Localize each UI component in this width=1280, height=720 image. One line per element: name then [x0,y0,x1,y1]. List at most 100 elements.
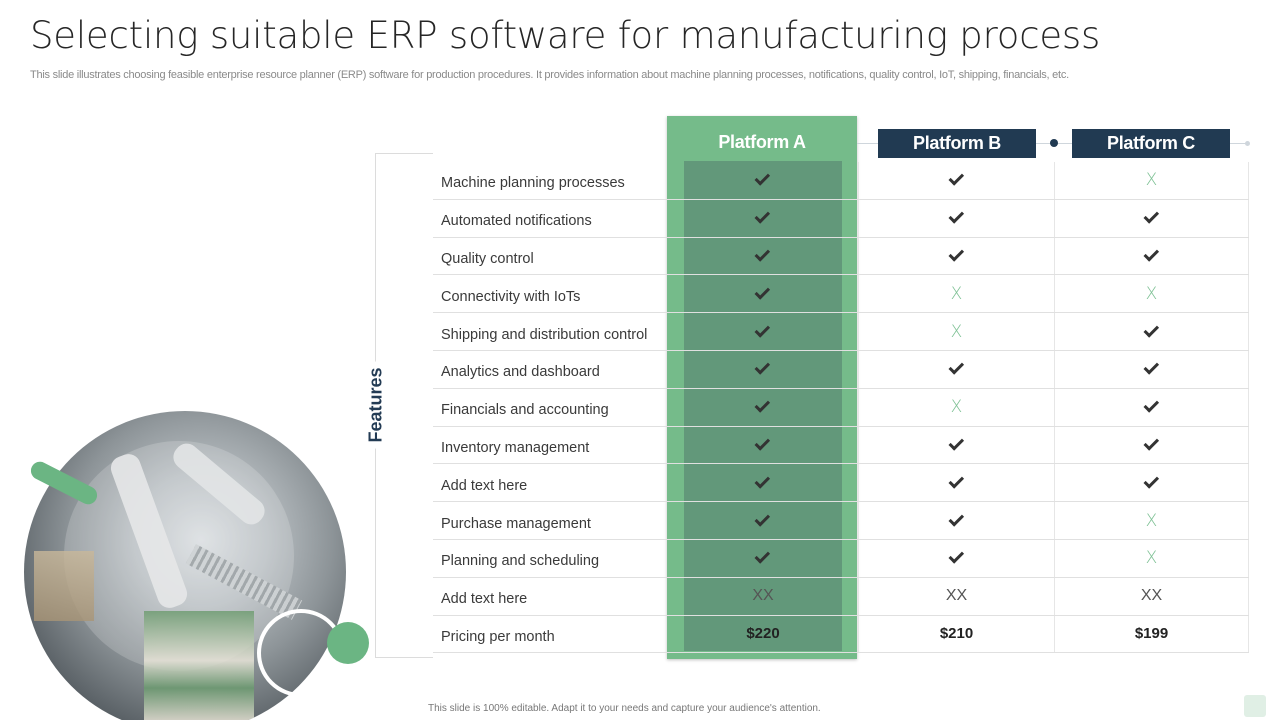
photo-product-boxes [144,611,254,720]
platform-b-cell [858,464,1054,502]
check-icon [754,321,771,338]
cross-icon: X [1145,548,1158,569]
check-icon [754,283,771,300]
check-icon [1143,397,1159,413]
platform-b-cell [858,350,1054,388]
platform-a-header: Platform A [718,132,806,152]
platform-a-cell [668,540,858,577]
factory-robot-photo [24,411,346,720]
feature-label: Shipping and distribution control [441,326,648,343]
cross-icon: X [1145,510,1158,531]
feature-label: Add text here [441,591,528,608]
placeholder-value: XX [945,587,968,605]
table-row: Connectivity with IoTs X X [433,275,1249,314]
table-row: Planning and scheduling X [433,539,1249,578]
feature-label: Financials and accounting [441,402,609,419]
platform-a-cell [668,351,858,388]
check-icon [754,359,771,376]
platform-c-cell: XX [1054,577,1249,615]
platform-a-cell [668,238,858,275]
check-icon [948,359,964,376]
check-icon [1143,435,1159,451]
price-value: $220 [746,625,780,643]
feature-label: Planning and scheduling [441,553,600,570]
platform-a-cell [668,464,858,501]
check-icon [1143,472,1159,489]
table-row: Pricing per month $220 $210 $199 [433,615,1249,654]
platform-b-cell [858,502,1054,539]
check-icon [948,548,964,565]
check-icon [1143,246,1159,262]
header-connector-dot [1050,139,1058,147]
feature-label: Quality control [441,250,534,267]
feature-label: Automated notifications [441,213,592,230]
platform-a-cell [668,502,858,539]
platform-a-cell [668,427,858,464]
decorative-green-dot [327,622,369,664]
slide-subtitle: This slide illustrates choosing feasible… [30,69,1069,81]
table-row: Quality control [433,237,1249,276]
check-icon [1143,321,1159,338]
check-icon [754,397,771,413]
table-row: Add text here XX XX XX [433,577,1249,616]
platform-a-cell [668,275,858,312]
feature-label: Inventory management [441,439,590,456]
platform-c-cell [1054,350,1249,388]
platform-b-cell [858,539,1054,577]
header-connector-dot [1245,141,1250,146]
platform-c-header: Platform C [1072,129,1230,158]
platform-c-cell: X [1054,502,1249,539]
platform-b-cell [858,237,1054,275]
features-label: Features [365,361,387,449]
platform-c-cell: X [1054,539,1249,577]
platform-b-cell [858,162,1054,199]
corner-badge [1244,695,1266,717]
platform-c-cell [1054,426,1249,464]
check-icon [1143,359,1159,376]
feature-label: Pricing per month [441,628,555,645]
platform-a-cell [668,313,858,350]
platform-b-cell: XX [858,577,1054,615]
footer-note: This slide is 100% editable. Adapt it to… [428,703,821,714]
check-icon [948,472,964,489]
platform-a-cell: XX [668,578,858,615]
check-icon [754,548,771,565]
cross-icon: X [1145,170,1158,191]
check-icon [948,170,964,187]
platform-a-cell [668,200,858,237]
slide-title: Selecting suitable ERP software for manu… [30,14,1101,57]
platform-c-cell [1054,388,1249,426]
feature-label: Analytics and dashboard [441,364,600,381]
platform-c-cell [1054,237,1249,275]
platform-c-cell [1054,313,1249,350]
placeholder-value: XX [1140,587,1163,605]
table-row: Automated notifications [433,199,1249,238]
platform-a-cell [668,162,858,199]
platform-a-highlight-inner [684,161,842,651]
platform-c-cell [1054,464,1249,502]
table-row: Shipping and distribution control X [433,313,1249,351]
check-icon [754,435,771,451]
check-icon [754,510,771,527]
check-icon [948,208,964,224]
platform-b-cell [858,199,1054,237]
platform-b-cell: X [858,388,1054,426]
platform-b-cell: X [858,313,1054,350]
table-row: Add text here [433,464,1249,503]
check-icon [1143,208,1159,224]
platform-b-cell: X [858,275,1054,313]
header-connector-line [857,143,878,144]
platform-b-cell [858,426,1054,464]
platform-c-cell: X [1054,162,1249,199]
header-connector-line [1230,143,1248,144]
platform-a-cell [668,389,858,426]
placeholder-value: XX [752,587,774,605]
check-icon [948,510,964,527]
table-row: Machine planning processes X [433,162,1249,200]
feature-label: Purchase management [441,515,591,532]
table-row: Inventory management [433,426,1249,465]
price-value: $199 [1134,625,1169,643]
table-row: Purchase management X [433,502,1249,540]
comparison-table: Machine planning processes X Automated not… [433,162,1249,654]
feature-label: Machine planning processes [441,175,625,192]
